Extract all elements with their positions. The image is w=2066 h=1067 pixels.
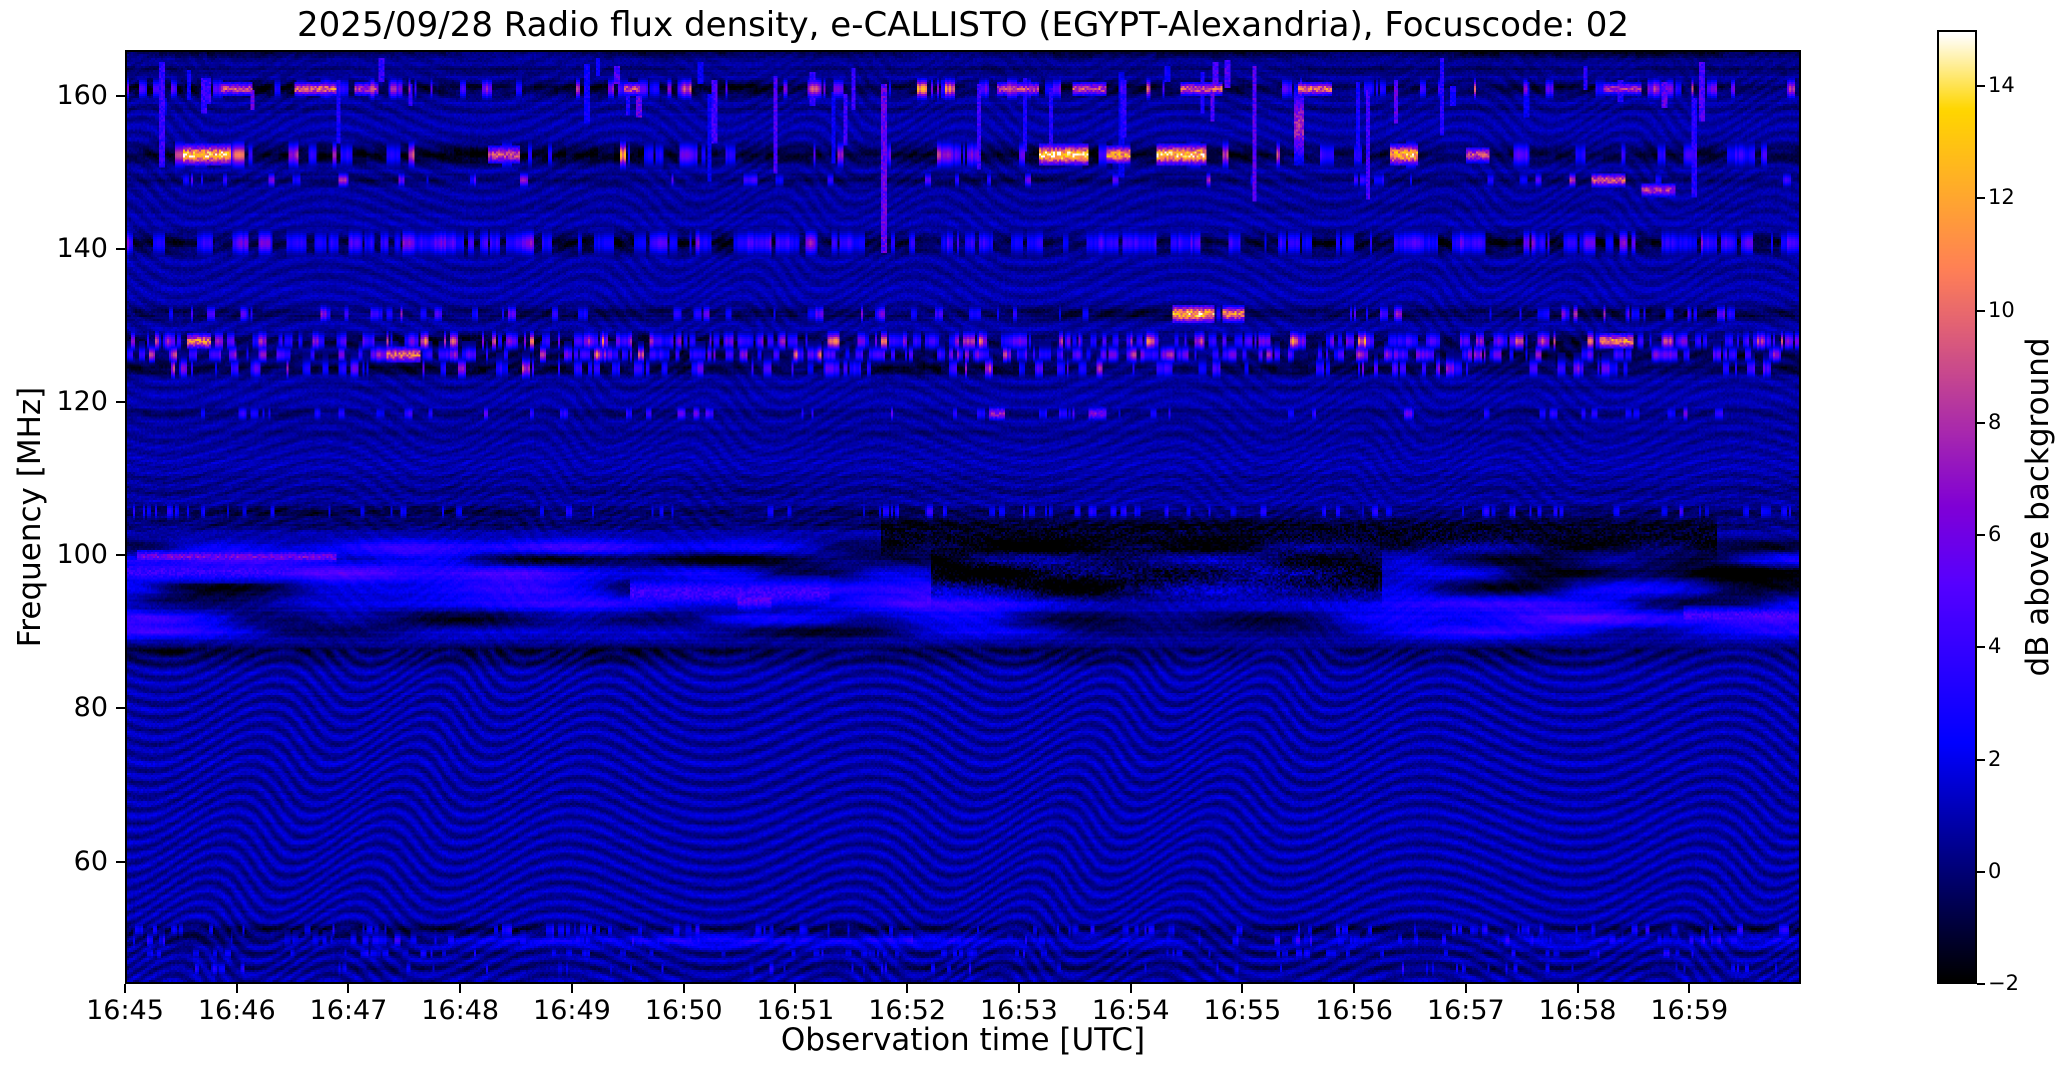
y-tick-label: 80 <box>73 692 108 724</box>
x-tick-mark <box>570 984 573 993</box>
x-axis-label: Observation time [UTC] <box>780 1022 1146 1058</box>
x-tick-mark <box>682 984 685 993</box>
x-tick-mark <box>1688 984 1691 993</box>
colorbar-tick-mark <box>1977 197 1985 200</box>
x-tick-mark <box>1353 984 1356 993</box>
y-tick-mark <box>116 248 125 251</box>
y-tick-label: 120 <box>56 386 108 418</box>
x-tick-label: 16:46 <box>197 995 276 1026</box>
x-tick-mark <box>794 984 797 993</box>
x-tick-mark <box>906 984 909 993</box>
colorbar-tick-label: 12 <box>1988 185 2015 210</box>
colorbar-tick-mark <box>1977 870 1985 873</box>
colorbar-tick-mark <box>1977 85 1985 88</box>
colorbar-tick-mark <box>1977 534 1985 537</box>
x-tick-mark <box>235 984 238 993</box>
y-tick-mark <box>116 401 125 404</box>
y-tick-label: 160 <box>56 79 108 111</box>
x-tick-mark <box>1241 984 1244 993</box>
colorbar-tick-mark <box>1977 646 1985 649</box>
colorbar-tick-mark <box>1977 421 1985 424</box>
x-tick-label: 16:47 <box>309 995 388 1026</box>
x-tick-label: 16:59 <box>1650 995 1729 1026</box>
colorbar-tick-label: 2 <box>1988 746 2002 771</box>
colorbar-tick-label: 10 <box>1988 297 2015 322</box>
x-tick-mark <box>124 984 126 993</box>
colorbar-tick-mark <box>1977 983 1985 985</box>
y-tick-mark <box>116 707 125 710</box>
x-tick-label: 16:48 <box>421 995 500 1026</box>
colorbar-tick-label: 8 <box>1988 409 2002 434</box>
colorbar <box>1937 30 1977 984</box>
x-tick-label: 16:49 <box>533 995 611 1026</box>
y-tick-label: 140 <box>56 233 108 265</box>
x-tick-label: 16:52 <box>868 995 947 1026</box>
x-tick-label: 16:56 <box>1315 995 1393 1026</box>
x-tick-mark <box>347 984 350 993</box>
colorbar-tick-label: 14 <box>1988 73 2015 98</box>
colorbar-tick-mark <box>1977 309 1985 312</box>
colorbar-tick-label: 6 <box>1988 522 2002 547</box>
colorbar-tick-label: −2 <box>1988 971 2019 995</box>
y-tick-mark <box>116 94 125 97</box>
y-tick-label: 100 <box>56 539 108 571</box>
x-tick-mark <box>1576 984 1579 993</box>
x-tick-label: 16:45 <box>86 995 164 1026</box>
spectrogram-canvas <box>127 52 1799 982</box>
y-tick-mark <box>116 554 125 557</box>
x-tick-mark <box>1017 984 1020 993</box>
plot-area <box>125 50 1801 984</box>
colorbar-gradient <box>1939 32 1975 982</box>
y-tick-label: 60 <box>73 845 108 877</box>
x-tick-mark <box>1129 984 1132 993</box>
x-tick-label: 16:55 <box>1203 995 1282 1026</box>
x-tick-label: 16:53 <box>979 995 1058 1026</box>
y-axis-label: Frequency [MHz] <box>12 386 48 648</box>
colorbar-label: dB above background <box>2020 337 2056 677</box>
x-tick-label: 16:51 <box>756 995 835 1026</box>
x-tick-label: 16:54 <box>1091 995 1170 1026</box>
chart-title: 2025/09/28 Radio flux density, e-CALLIST… <box>296 5 1630 45</box>
x-tick-label: 16:58 <box>1538 995 1617 1026</box>
colorbar-tick-label: 4 <box>1988 634 2002 659</box>
x-tick-mark <box>459 984 462 993</box>
x-tick-label: 16:50 <box>644 995 723 1026</box>
x-tick-mark <box>1464 984 1467 993</box>
x-tick-label: 16:57 <box>1426 995 1505 1026</box>
colorbar-tick-mark <box>1977 758 1985 761</box>
y-tick-mark <box>116 860 125 863</box>
colorbar-tick-label: 0 <box>1988 858 2002 883</box>
